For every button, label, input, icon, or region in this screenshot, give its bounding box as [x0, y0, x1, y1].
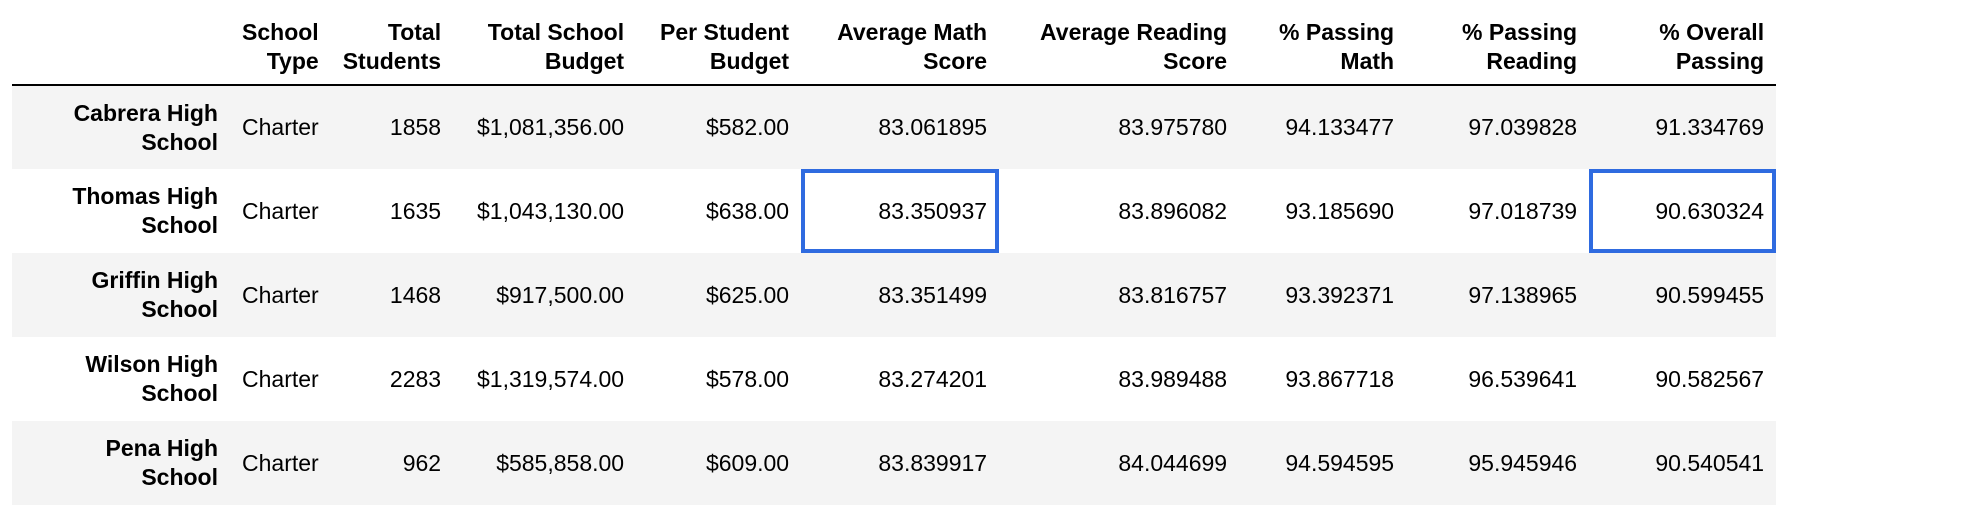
row-index: Wilson High School — [85, 351, 218, 406]
cell-overall-passing: 90.599455 — [1655, 281, 1765, 308]
cell-passing-reading: 97.039828 — [1468, 114, 1578, 140]
cell-average-math-score: 83.061895 — [878, 114, 988, 140]
cell-passing-reading: 95.945946 — [1468, 449, 1578, 476]
cell-overall-passing: 90.540541 — [1655, 449, 1765, 476]
cell-per-student-budget: $578.00 — [705, 365, 790, 392]
cell-average-math-score: 83.839917 — [878, 449, 988, 476]
index-header — [12, 14, 230, 86]
cell-total-school-budget: $1,319,574.00 — [477, 365, 625, 392]
column-header-total-school-budget: Total School Budget — [453, 14, 637, 86]
cell-total-students: 1468 — [389, 281, 442, 308]
highlighted-cell-overall-passing: 90.630324 — [1589, 169, 1777, 253]
cell-per-student-budget: $638.00 — [705, 197, 790, 224]
cell-total-students: 2283 — [389, 365, 442, 392]
column-header-average-reading-score: Average Reading Score — [999, 14, 1240, 86]
cell-school-type: Charter — [242, 281, 319, 308]
row-index: Pena High School — [105, 435, 218, 490]
cell-average-math-score: 83.274201 — [878, 365, 988, 392]
cell-school-type: Charter — [242, 449, 319, 476]
row-index: Thomas High School — [72, 183, 218, 238]
cell-passing-math: 93.185690 — [1285, 197, 1395, 224]
column-header-school-type: School Type — [230, 14, 331, 86]
row-index: Griffin High School — [91, 267, 218, 322]
table-row: Pena High School Charter 962 $585,858.00… — [12, 421, 1777, 505]
cell-average-reading-score: 83.989488 — [1118, 365, 1228, 392]
row-index: Cabrera High School — [73, 99, 218, 155]
table-header: School Type Total Students Total School … — [12, 14, 1777, 86]
cell-per-student-budget: $609.00 — [705, 449, 790, 476]
dataframe-table: School Type Total Students Total School … — [12, 14, 1777, 505]
cell-passing-reading: 97.018739 — [1468, 197, 1578, 224]
cell-total-school-budget: $585,858.00 — [496, 449, 625, 476]
table-row: Cabrera High School Charter 1858 $1,081,… — [12, 85, 1777, 169]
cell-average-reading-score: 83.975780 — [1118, 114, 1228, 140]
cell-total-students: 962 — [402, 449, 442, 476]
cell-average-reading-score: 83.816757 — [1118, 281, 1228, 308]
column-header-overall-passing: % Overall Passing — [1589, 14, 1777, 86]
cell-total-students: 1858 — [389, 114, 442, 140]
cell-passing-math: 94.594595 — [1285, 449, 1395, 476]
cell-passing-math: 93.392371 — [1285, 281, 1395, 308]
cell-average-reading-score: 84.044699 — [1118, 449, 1228, 476]
column-header-average-math-score: Average Math Score — [801, 14, 1000, 86]
table-row: Griffin High School Charter 1468 $917,50… — [12, 253, 1777, 337]
column-header-passing-math: % Passing Math — [1239, 14, 1407, 86]
column-header-per-student-budget: Per Student Budget — [636, 14, 802, 86]
cell-overall-passing: 90.582567 — [1655, 365, 1765, 392]
cell-overall-passing: 91.334769 — [1655, 114, 1765, 140]
cell-school-type: Charter — [242, 197, 319, 224]
column-header-total-students: Total Students — [330, 14, 454, 86]
cell-total-students: 1635 — [389, 197, 442, 224]
table-row: Thomas High School Charter 1635 $1,043,1… — [12, 169, 1777, 253]
cell-per-student-budget: $582.00 — [705, 114, 790, 140]
cell-per-student-budget: $625.00 — [705, 281, 790, 308]
cell-passing-reading: 97.138965 — [1468, 281, 1578, 308]
table-body: Cabrera High School Charter 1858 $1,081,… — [12, 85, 1777, 505]
header-row: School Type Total Students Total School … — [12, 14, 1777, 86]
cell-total-school-budget: $917,500.00 — [496, 281, 625, 308]
column-header-passing-reading: % Passing Reading — [1406, 14, 1590, 86]
table-row: Wilson High School Charter 2283 $1,319,5… — [12, 337, 1777, 421]
cell-passing-math: 93.867718 — [1285, 365, 1395, 392]
cell-average-reading-score: 83.896082 — [1118, 197, 1228, 224]
cell-school-type: Charter — [242, 114, 319, 140]
cell-school-type: Charter — [242, 365, 319, 392]
cell-total-school-budget: $1,081,356.00 — [477, 114, 625, 140]
cell-total-school-budget: $1,043,130.00 — [477, 197, 625, 224]
cell-average-math-score: 83.351499 — [878, 281, 988, 308]
cell-passing-reading: 96.539641 — [1468, 365, 1578, 392]
cell-passing-math: 94.133477 — [1285, 114, 1395, 140]
highlighted-cell-average-math-score: 83.350937 — [801, 169, 1000, 253]
